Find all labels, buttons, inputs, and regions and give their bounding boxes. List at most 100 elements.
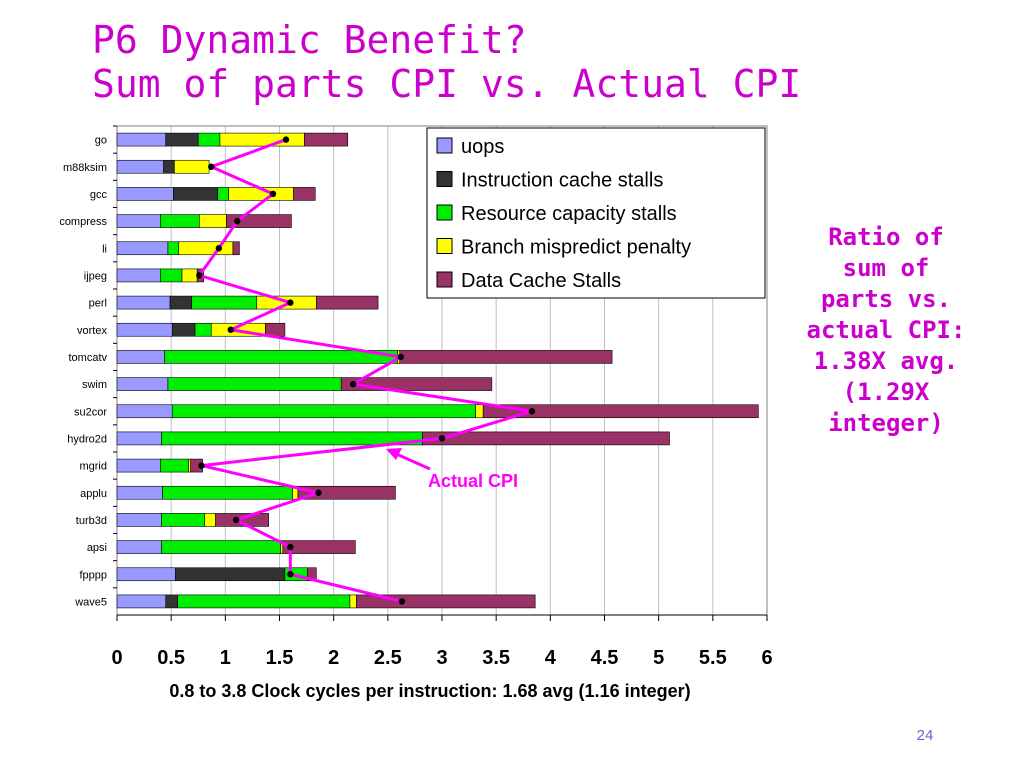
x-tick-label: 3.5 [482,647,510,669]
bar-segment [162,485,293,500]
bar-segment [161,540,281,554]
category-label: gcc [90,189,108,201]
actual-cpi-point [208,163,215,170]
bar-segment [116,187,174,201]
bar-segment [422,431,670,446]
bar-segment [160,214,200,228]
bar-segment [188,458,191,473]
bar-segment [217,187,229,201]
actual-cpi-point [198,462,205,469]
bar-segment [116,513,162,527]
actual-cpi-point [528,408,536,415]
legend-swatch [436,238,453,254]
bar-segment [116,241,169,256]
category-label: apsi [87,542,107,554]
ratio-note-line: actual CPI: [806,316,966,344]
bar-segment [160,458,189,473]
actual-cpi-point [287,299,294,306]
bar-segment [399,350,613,364]
actual-cpi-line [197,138,534,603]
actual-cpi-point [234,217,241,225]
category-label: ijpeg [84,270,107,282]
category-label: tomcatv [68,352,107,364]
x-tick-label: 6 [761,647,772,669]
bar-segment [174,159,210,174]
bar-segment [116,404,173,419]
x-tick-label: 1 [220,647,231,669]
bar-segment [116,295,171,310]
legend-label: Resource capacity stalls [461,203,677,225]
x-tick-label: 0 [111,647,122,669]
actual-cpi-point [397,353,405,361]
slide-title-line-1: P6 Dynamic Benefit? [92,18,527,62]
bar-segment [181,268,198,283]
bar-segment [475,404,484,419]
category-label: go [95,135,107,147]
x-tick-label: 5 [653,647,664,669]
bar-segment [116,268,161,283]
category-label: mgrid [79,461,107,473]
bar-segment [116,458,161,473]
bar-segment [161,431,423,446]
legend-swatch [436,204,453,221]
bar-segment [116,322,173,337]
x-tick-label: 5.5 [699,647,727,669]
category-label: swim [82,379,107,391]
bar-segment [178,241,234,256]
x-tick-label: 3 [436,647,447,669]
actual-cpi-point [287,543,294,551]
bar-segment [116,485,163,500]
bar-segment [175,567,286,582]
x-tick-label: 0.5 [157,647,185,669]
slide-title-line-2: Sum of parts CPI vs. Actual CPI [92,62,802,106]
category-label: turb3d [76,515,107,527]
actual-cpi-point [315,489,322,496]
chart-bars [116,132,759,609]
bar-segment [116,594,167,609]
chart-legend: uops Instruction cache stalls Resource cap… [426,127,766,299]
category-label: vortex [77,325,107,337]
bar-segment [165,132,199,147]
page-number: 24 [916,727,934,744]
bar-segment [349,594,357,609]
bar-segment [232,241,240,256]
legend-swatch [436,271,453,288]
ratio-note-line: (1.29X [842,378,930,406]
ratio-note-line: 1.38X avg. [813,347,959,375]
x-tick-label: 4 [545,647,557,669]
bar-segment [167,377,342,391]
bar-segment [116,350,165,364]
legend-label: Data Cache Stalls [461,270,621,292]
ratio-note: Ratio of sum of parts vs. actual CPI: 1.… [786,222,986,439]
ratio-note-line: integer) [828,409,944,437]
legend-swatch [436,171,453,187]
bar-segment [116,159,164,174]
category-label: wave5 [74,596,107,608]
bar-segment [161,513,206,527]
bar-segment [293,187,316,201]
bar-segment [199,214,227,228]
bar-segment [482,404,759,419]
legend-label: Instruction cache stalls [461,170,663,192]
bar-segment [171,322,196,337]
bar-segment [116,567,176,582]
bar-segment [177,594,351,609]
actual-cpi-point [232,516,240,524]
category-label: compress [59,216,107,228]
x-tick-label: 2.5 [374,647,402,669]
x-tick-label: 4.5 [591,647,619,669]
bar-segment [191,295,258,310]
bar-segment [197,132,221,147]
bar-segment [164,350,398,364]
annotation-arrow-head [386,448,402,460]
bar-segment [316,295,379,310]
legend-label: uops [461,136,504,158]
bar-segment [304,132,349,147]
bar-segment [116,540,162,554]
ratio-note-line: parts vs. [820,285,952,313]
bar-segment [204,513,216,527]
bar-segment [116,431,162,446]
actual-cpi-point [398,598,406,605]
actual-cpi-point [282,136,290,143]
bar-segment [173,187,219,201]
